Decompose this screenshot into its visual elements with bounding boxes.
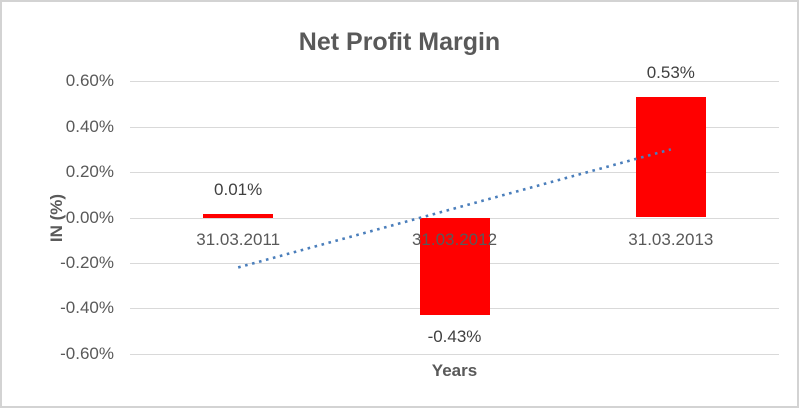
bar-data-label: 0.01%	[214, 179, 263, 199]
y-axis-tick-label: -0.40%	[60, 298, 114, 318]
gridline	[130, 172, 779, 174]
gridline	[130, 126, 779, 128]
y-axis-tick-label: -0.60%	[60, 343, 114, 363]
bar-data-label: 0.53%	[646, 63, 695, 83]
gridline	[130, 353, 779, 355]
x-axis-category-label: 31.03.2011	[196, 230, 281, 249]
x-axis-category-label: 31.03.2013	[628, 230, 714, 249]
y-axis-tick-label: 0.40%	[65, 116, 114, 136]
x-axis-title: Years	[431, 361, 478, 380]
bar-31.03.2011[interactable]	[203, 213, 274, 218]
chart-title: Net Profit Margin	[298, 28, 501, 56]
y-axis-tick-label: 0.60%	[65, 71, 114, 91]
bar-31.03.2013[interactable]	[635, 97, 706, 218]
trendline[interactable]	[237, 148, 672, 269]
x-axis-category-label: 31.03.2012	[411, 230, 498, 249]
y-axis-tick-label: -0.20%	[60, 252, 114, 272]
bar-31.03.2012[interactable]	[419, 217, 490, 316]
bar-data-label: -0.43%	[427, 327, 482, 347]
y-axis-title: IN (%)	[47, 193, 66, 243]
y-axis-tick-label: 0.00%	[65, 207, 114, 227]
y-axis-tick-label: 0.20%	[65, 162, 114, 182]
gridline	[130, 81, 779, 83]
